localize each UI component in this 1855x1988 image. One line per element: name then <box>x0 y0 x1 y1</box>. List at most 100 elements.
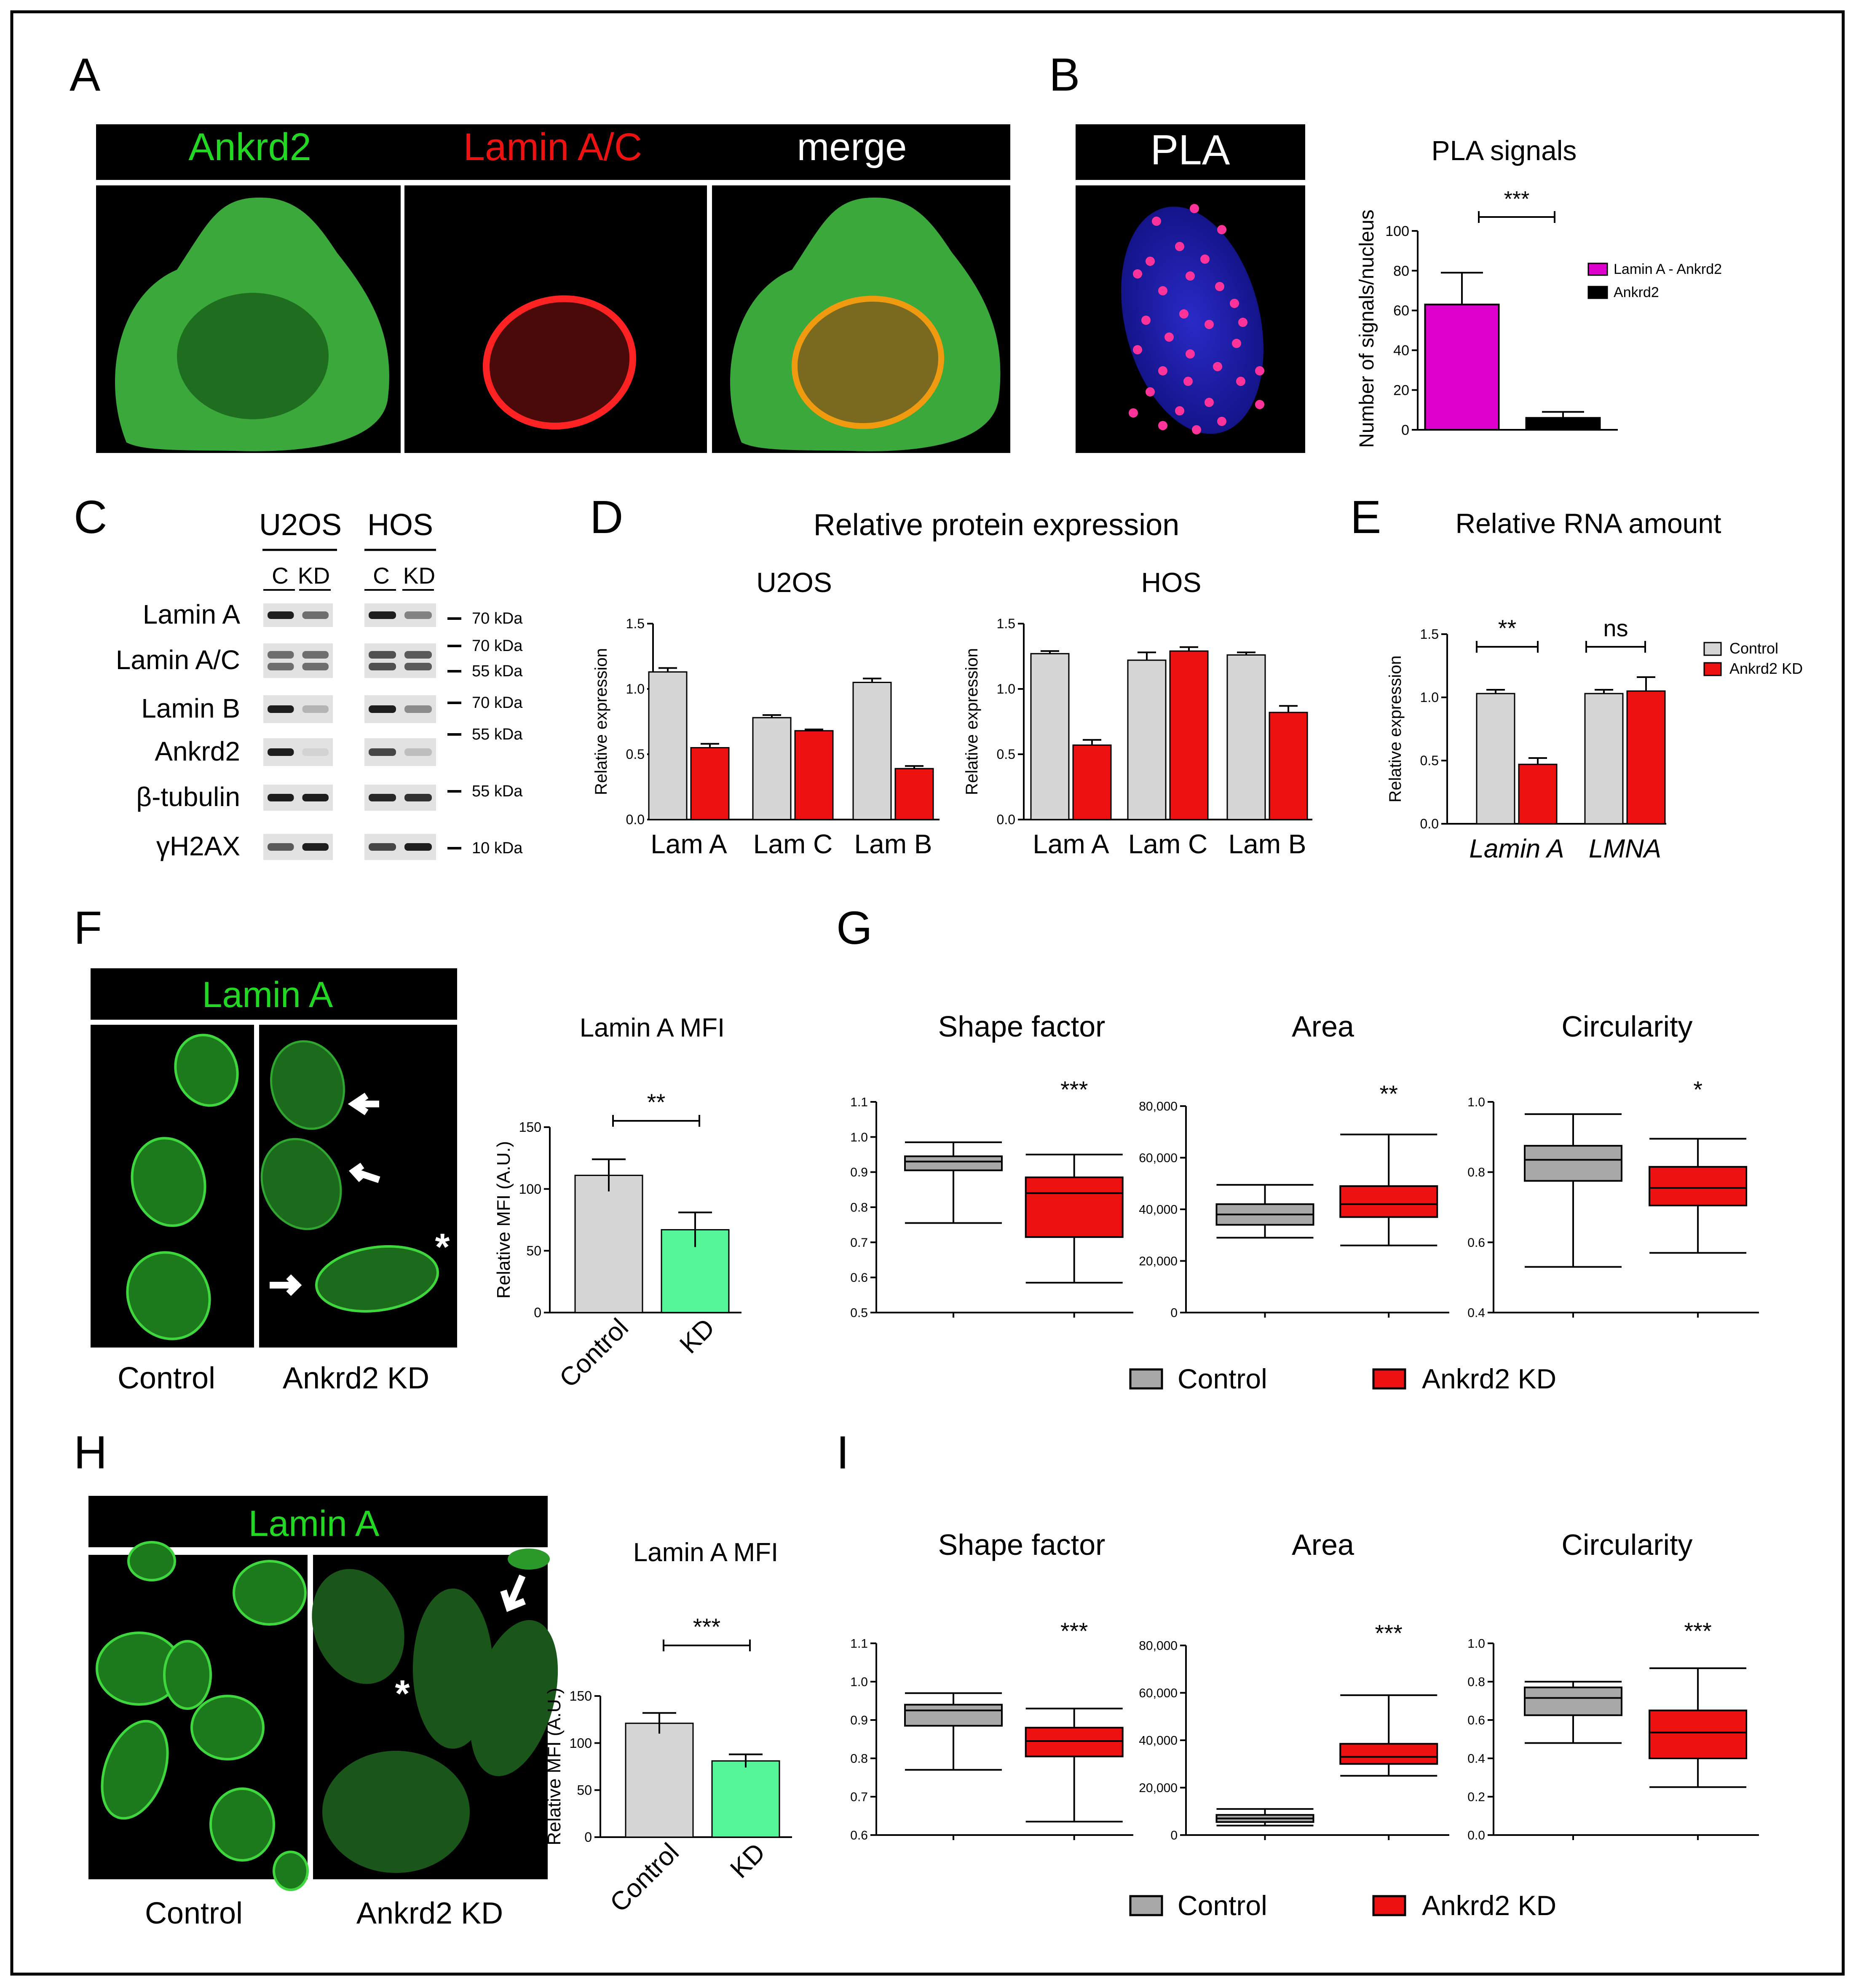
blot-band <box>268 794 294 801</box>
chart-f: 0 50 100 150 Control KD ** Relative MFI (A.U.) <box>493 1089 741 1393</box>
pla-dot <box>1146 387 1155 397</box>
y-tick-label: 0.5 <box>1420 753 1439 768</box>
label-ankrd2-kd: Ankrd2 KD <box>356 1897 503 1930</box>
x-tick-label: KD <box>674 1313 720 1359</box>
blot-band <box>302 843 329 851</box>
marker-label: 70 kDa <box>472 610 523 627</box>
significance-label: ** <box>1379 1080 1398 1107</box>
pla-dot <box>1186 349 1195 359</box>
significance-label: ns <box>1603 615 1628 641</box>
pla-dot <box>1129 408 1138 418</box>
bar <box>574 1174 643 1313</box>
y-tick-label: 50 <box>577 1783 592 1798</box>
box <box>1649 1166 1748 1206</box>
blot-band <box>302 611 329 619</box>
bar <box>1518 764 1558 825</box>
pla-dot <box>1158 286 1167 295</box>
y-tick-label: 100 <box>519 1182 541 1197</box>
blot-band <box>268 843 294 851</box>
bar <box>1525 417 1601 431</box>
h-kd-nuclei <box>312 1549 558 1873</box>
y-tick-label: 1.0 <box>626 681 645 697</box>
y-axis-label: Relative expression <box>1386 655 1405 802</box>
y-tick-label: 40,000 <box>1139 1734 1178 1748</box>
h-control-nuclei <box>96 1541 309 1891</box>
y-tick-label: 0.4 <box>1467 1306 1485 1320</box>
panel-d-title: Relative protein expression <box>814 508 1179 542</box>
y-tick-label: 0.5 <box>997 747 1015 762</box>
chart-i-area: 0 20,000 40,000 60,000 80,000 *** <box>1139 1620 1449 1843</box>
legend-label: Lamin A - Ankrd2 <box>1614 261 1722 277</box>
y-tick-label: 1.0 <box>1467 1096 1485 1109</box>
pla-dot <box>1192 425 1201 434</box>
y-tick-label: 1.0 <box>850 1675 868 1689</box>
x-tick-label: Control <box>554 1313 634 1393</box>
box <box>1025 1176 1124 1238</box>
y-tick-label: 0 <box>1170 1829 1178 1843</box>
figure-border <box>10 10 1845 1976</box>
y-tick-label: 0.4 <box>1467 1752 1485 1766</box>
legend-swatch <box>1703 662 1722 676</box>
bar <box>794 730 834 820</box>
blot-band <box>268 748 294 756</box>
label-control: Control <box>118 1361 215 1395</box>
y-tick-label: 0.8 <box>850 1201 868 1215</box>
y-tick-label: 0.0 <box>1467 1829 1485 1843</box>
pla-dot <box>1158 421 1167 430</box>
blot-band <box>302 651 329 659</box>
legend-label-control: Control <box>1178 1890 1267 1921</box>
blot-band <box>404 663 432 670</box>
chart-g-circularity: 0.4 0.6 0.8 1.0 * <box>1467 1076 1759 1320</box>
lane-u2os-kd: KD <box>298 563 330 589</box>
panel-letter-h: H <box>74 1427 107 1479</box>
y-tick-label: 40,000 <box>1139 1203 1178 1217</box>
y-tick-label: 150 <box>519 1120 541 1135</box>
y-tick-label: 0.8 <box>1467 1165 1485 1179</box>
blot-row-label: Ankrd2 <box>155 736 240 766</box>
y-axis-label: Relative expression <box>592 648 610 795</box>
blot-band <box>369 663 396 670</box>
y-tick-label: 0 <box>584 1830 592 1845</box>
marker-label: 70 kDa <box>472 694 523 712</box>
chart-i-circularity: 0.0 0.2 0.4 0.6 0.8 1.0 *** <box>1467 1618 1759 1843</box>
chart-h: 0 50 100 150 Control KD *** Relative MFI (A.U.) <box>544 1613 792 1918</box>
legend-swatch <box>1703 642 1722 656</box>
legend-g: Control Ankrd2 KD <box>1129 1363 1556 1394</box>
panel-h-header: Lamin A <box>249 1503 380 1544</box>
y-tick-label: 0.6 <box>850 1271 868 1285</box>
chart-d-u2os: 0.0 0.5 1.0 1.5 Lam A Lam C Lam B Relative expr… <box>592 616 940 859</box>
pla-dot <box>1183 377 1193 386</box>
panel-d: Relative protein expression U2OS HOS 0.0… <box>592 508 1312 859</box>
blot-row-label: Lamin A <box>143 599 241 630</box>
blot-band <box>268 611 294 619</box>
blot-band <box>369 843 396 851</box>
blot-band <box>404 843 432 851</box>
y-tick-label: 20,000 <box>1139 1781 1178 1795</box>
box <box>1524 1145 1622 1182</box>
blot-band <box>302 748 329 756</box>
y-tick-label: 20 <box>1393 383 1409 399</box>
x-tick-label: LMNA <box>1589 834 1661 863</box>
pla-dot <box>1158 366 1167 375</box>
pla-signal-dots <box>1129 204 1264 434</box>
blot-band <box>369 651 396 659</box>
marker-label: 55 kDa <box>472 662 523 680</box>
y-tick-label: 0 <box>534 1305 541 1320</box>
panel-b: PLA PLA signals 0 20 40 60 80 100 *** Number of… <box>1076 124 1722 453</box>
pla-dot <box>1217 225 1226 234</box>
chart-e: 0.0 0.5 1.0 1.5 Lamin A LMNA Relative expressi… <box>1386 615 1803 863</box>
legend-label: Ankrd2 KD <box>1729 660 1803 677</box>
bar <box>894 768 934 820</box>
y-axis-label: Relative MFI (A.U.) <box>544 1688 565 1845</box>
y-tick-label: 0.5 <box>626 747 645 762</box>
blot-strip <box>263 643 333 678</box>
box <box>1025 1727 1124 1758</box>
box <box>904 1704 1003 1727</box>
legend-label-control: Control <box>1178 1363 1267 1394</box>
y-tick-label: 0.9 <box>850 1714 868 1728</box>
box <box>1649 1709 1748 1759</box>
blot-band <box>369 705 396 713</box>
legend-swatch-control <box>1129 1895 1163 1916</box>
bar <box>1072 744 1112 820</box>
arrow-icon <box>500 1574 526 1612</box>
